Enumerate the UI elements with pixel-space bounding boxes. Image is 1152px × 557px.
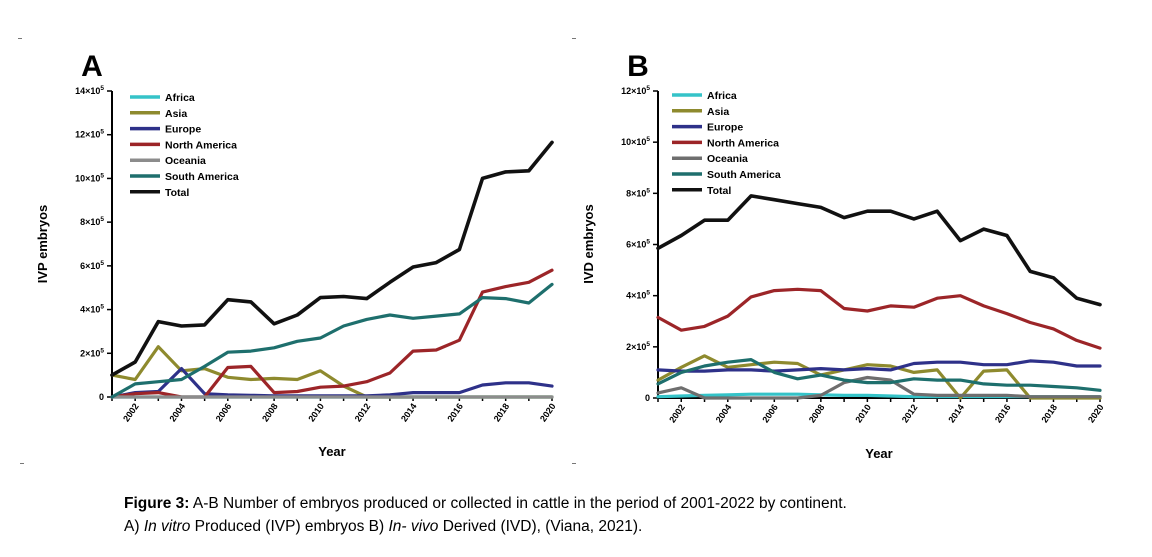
series-line-south-america (656, 358, 1102, 392)
legend-label-south-america: South America (165, 171, 239, 183)
x-tick-label: 2004 (167, 401, 187, 423)
x-axis-title: Year (865, 446, 892, 461)
panel-letter: A (81, 50, 103, 83)
corner-mark (20, 463, 24, 464)
x-tick-label: 2008 (260, 401, 280, 423)
x-tick-label: 2008 (807, 402, 827, 424)
x-tick-label: 2006 (214, 401, 234, 423)
x-tick-label: 2002 (121, 401, 141, 423)
caption-text: A-B Number of embryos produced or collec… (189, 495, 847, 512)
x-tick-label: 2010 (853, 402, 873, 424)
y-tick-label: 6×105 (80, 260, 104, 271)
x-tick-label: 2014 (946, 402, 966, 424)
series-line-north-america (656, 287, 1102, 350)
legend-label-oceania: Oceania (707, 153, 748, 165)
caption-italic-text: In vitro (143, 518, 191, 535)
series-line-total (656, 194, 1102, 307)
legend-label-oceania: Oceania (165, 155, 206, 167)
y-tick-label: 12×105 (621, 85, 650, 96)
legend-label-asia: Asia (707, 106, 729, 118)
x-tick-label: 2010 (306, 401, 326, 423)
y-tick-label: 8×105 (80, 216, 104, 227)
caption-text: Produced (IVP) embryos B) (190, 518, 389, 535)
series-line-south-america (110, 282, 554, 399)
x-tick-label: 2020 (1086, 402, 1106, 424)
y-tick-label: 4×105 (626, 290, 650, 301)
x-tick-label: 2018 (1039, 402, 1059, 424)
legend-label-north-america: North America (707, 137, 779, 149)
y-tick-label: 6×105 (626, 239, 650, 250)
series-line-total (110, 140, 554, 377)
y-tick-label: 14×105 (75, 85, 104, 96)
x-tick-label: 2002 (667, 402, 687, 424)
caption-text: A) (124, 518, 144, 535)
legend-label-europe: Europe (165, 124, 201, 136)
x-tick-label: 2018 (492, 401, 512, 423)
x-tick-label: 2006 (760, 402, 780, 424)
caption-line-1: Figure 3: A-B Number of embryos produced… (124, 492, 1124, 515)
caption-line-2: A) In vitro Produced (IVP) embryos B) In… (124, 515, 1124, 538)
figure-caption: Figure 3: A-B Number of embryos produced… (124, 492, 1124, 538)
y-tick-label: 4×105 (80, 304, 104, 315)
caption-figure-label: Figure 3: (124, 495, 190, 512)
series-line-oceania (656, 375, 1102, 400)
corner-mark (18, 38, 22, 39)
x-tick-label: 2012 (353, 401, 373, 423)
corner-mark (572, 38, 576, 39)
legend-label-europe: Europe (707, 122, 743, 134)
y-axis-title: IVD embryos (581, 204, 596, 283)
legend-label-africa: Africa (165, 92, 195, 104)
y-tick-label: 0 (99, 392, 104, 402)
y-tick-label: 2×105 (80, 347, 104, 358)
x-axis-title: Year (318, 444, 345, 459)
caption-italic-text: In- vivo (388, 518, 439, 535)
y-tick-label: 12×105 (75, 129, 104, 140)
legend-label-asia: Asia (165, 108, 187, 120)
legend-label-total: Total (165, 187, 189, 199)
legend-label-south-america: South America (707, 169, 781, 181)
x-tick-label: 2016 (445, 401, 465, 423)
corner-mark (572, 463, 576, 464)
legend-label-africa: Africa (707, 90, 737, 102)
y-tick-label: 10×105 (75, 172, 104, 183)
legend-label-north-america: North America (165, 139, 237, 151)
x-tick-label: 2004 (714, 402, 734, 424)
y-tick-label: 8×105 (626, 187, 650, 198)
series-line-europe (110, 367, 554, 399)
y-axis-title: IVP embryos (35, 205, 50, 284)
x-tick-label: 2016 (993, 402, 1013, 424)
x-tick-label: 2020 (538, 401, 558, 423)
figure: A 0 2×105 4×105 6×105 8×105 10×105 12×105 14×105… (35, 50, 1106, 461)
y-tick-label: 0 (645, 393, 650, 403)
legend-label-total: Total (707, 185, 731, 197)
caption-text: Derived (IVD), (Viana, 2021). (438, 518, 643, 535)
x-tick-label: 2014 (399, 401, 419, 423)
y-tick-label: 2×105 (626, 341, 650, 352)
panel-letter: B (627, 50, 649, 83)
chart-panel-a: A 0 2×105 4×105 6×105 8×105 10×105 12×105 14×105… (35, 50, 558, 459)
chart-panel-b: B 0 2×105 4×105 6×105 8×105 10×105 12×105 2002 20… (581, 50, 1106, 461)
series-line-asia (656, 354, 1102, 400)
x-tick-label: 2012 (900, 402, 920, 424)
series-line-europe (656, 359, 1102, 373)
y-tick-label: 10×105 (621, 136, 650, 147)
